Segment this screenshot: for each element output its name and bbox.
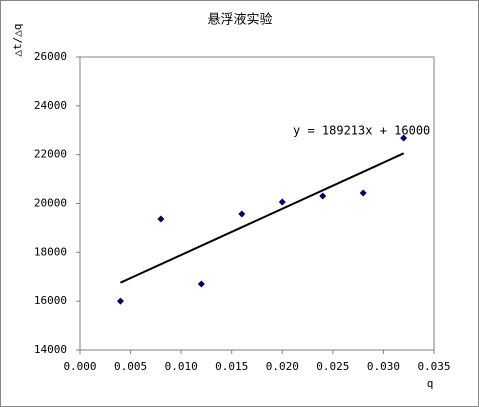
y-tick-label: 22000 <box>34 148 67 161</box>
data-point <box>197 280 205 288</box>
trendline <box>120 152 405 284</box>
x-tick-label: 0.010 <box>165 360 198 373</box>
y-tick-label: 24000 <box>34 99 67 112</box>
x-tick-label: 0.035 <box>417 360 450 373</box>
x-tick-label: 0.030 <box>367 360 400 373</box>
plot-area <box>79 56 435 351</box>
x-tick-label: 0.015 <box>215 360 248 373</box>
data-point <box>400 134 408 142</box>
data-point <box>359 189 367 197</box>
data-point <box>157 215 165 223</box>
y-axis-label: △t/△q <box>11 23 24 56</box>
data-point <box>116 297 124 305</box>
y-tick-label: 16000 <box>34 294 67 307</box>
data-point <box>319 192 327 200</box>
x-tick-label: 0.000 <box>63 360 96 373</box>
x-axis-label: q <box>427 377 434 390</box>
y-tick-label: 26000 <box>34 50 67 63</box>
x-tick-label: 0.005 <box>114 360 147 373</box>
y-tick-label: 18000 <box>34 245 67 258</box>
data-point <box>278 198 286 206</box>
y-tick-label: 20000 <box>34 197 67 210</box>
data-point <box>238 210 246 218</box>
y-tick-label: 14000 <box>34 343 67 356</box>
chart-title: 悬浮液实验 <box>207 12 272 28</box>
trendline-equation: y = 189213x + 16000 <box>293 124 430 138</box>
x-tick-label: 0.020 <box>266 360 299 373</box>
x-tick-label: 0.025 <box>316 360 349 373</box>
